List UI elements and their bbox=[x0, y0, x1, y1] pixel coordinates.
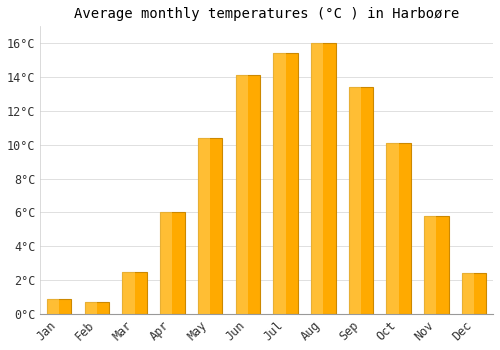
Title: Average monthly temperatures (°C ) in Harboøre: Average monthly temperatures (°C ) in Ha… bbox=[74, 7, 460, 21]
Bar bbox=[348, 87, 374, 314]
Bar bbox=[311, 43, 324, 314]
Bar bbox=[236, 75, 260, 314]
Bar bbox=[274, 53, 285, 314]
Bar bbox=[462, 273, 486, 314]
Bar bbox=[236, 75, 248, 314]
Bar bbox=[348, 87, 361, 314]
Bar bbox=[84, 302, 109, 314]
Bar bbox=[198, 138, 222, 314]
Bar bbox=[198, 138, 210, 314]
Bar bbox=[424, 216, 448, 314]
Bar bbox=[386, 143, 398, 314]
Bar bbox=[122, 272, 134, 314]
Bar bbox=[311, 43, 336, 314]
Bar bbox=[47, 299, 72, 314]
Bar bbox=[122, 272, 147, 314]
Bar bbox=[84, 302, 97, 314]
Bar bbox=[462, 273, 474, 314]
Bar bbox=[160, 212, 184, 314]
Bar bbox=[47, 299, 59, 314]
Bar bbox=[386, 143, 411, 314]
Bar bbox=[160, 212, 172, 314]
Bar bbox=[274, 53, 298, 314]
Bar bbox=[424, 216, 436, 314]
